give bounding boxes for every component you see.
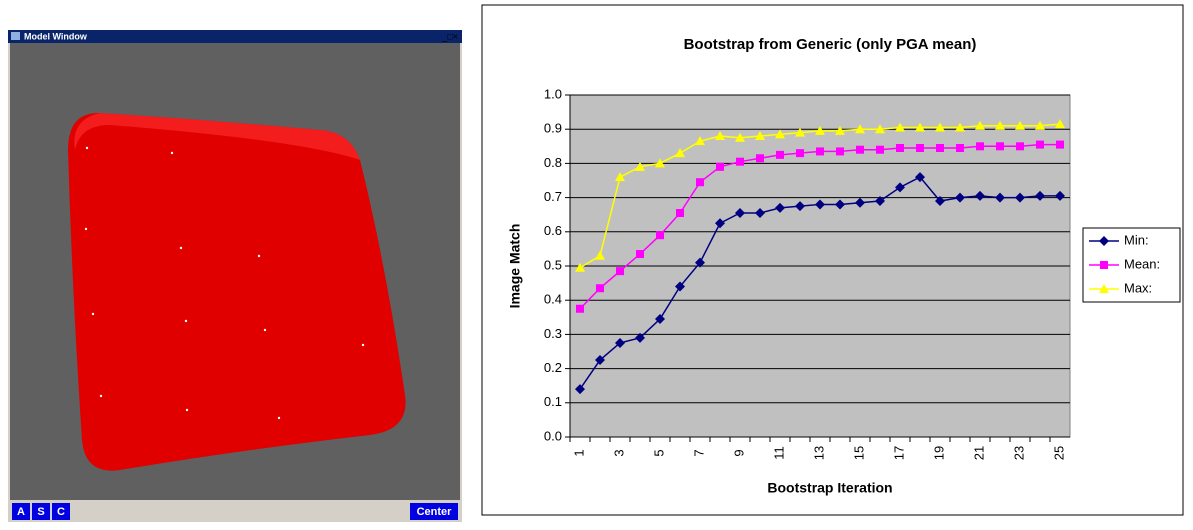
x-tick-label: 3: [611, 449, 626, 456]
marker: [736, 158, 744, 166]
legend-marker: [1100, 261, 1108, 269]
x-tick-label: 21: [971, 446, 986, 460]
window-controls[interactable]: _□×: [441, 31, 458, 41]
marker: [1036, 141, 1044, 149]
marker: [1016, 142, 1024, 150]
chart: Bootstrap from Generic (only PGA mean) B…: [482, 5, 1183, 515]
legend-label: Max:: [1124, 280, 1152, 295]
window-title: Model Window: [24, 31, 88, 41]
y-tick-label: 0.6: [544, 223, 562, 238]
marker: [796, 149, 804, 157]
red-model: [68, 113, 406, 471]
x-tick-label: 9: [731, 449, 746, 456]
marker: [996, 142, 1004, 150]
marker: [956, 144, 964, 152]
y-tick-label: 0.2: [544, 360, 562, 375]
toolbar-button-label[interactable]: C: [57, 506, 65, 518]
marker: [816, 147, 824, 155]
marker: [636, 250, 644, 258]
model-window: Model Window _□× AS C Center: [8, 30, 462, 522]
y-tick-label: 0.0: [544, 428, 562, 443]
y-tick-label: 0.5: [544, 257, 562, 272]
window-icon: [11, 32, 20, 40]
x-tick-label: 19: [931, 446, 946, 460]
marker: [876, 146, 884, 154]
marker: [616, 267, 624, 275]
x-axis-label: Bootstrap Iteration: [767, 480, 892, 496]
marker: [756, 154, 764, 162]
y-tick-label: 0.9: [544, 121, 562, 136]
x-tick-label: 7: [691, 449, 706, 456]
center-button-label[interactable]: Center: [417, 506, 453, 518]
marker: [896, 144, 904, 152]
marker: [916, 144, 924, 152]
y-tick-label: 0.3: [544, 326, 562, 341]
toolbar-button-label[interactable]: A: [17, 506, 25, 518]
y-axis-label: Image Match: [507, 224, 523, 309]
marker: [676, 209, 684, 217]
y-tick-label: 0.8: [544, 155, 562, 170]
marker: [696, 178, 704, 186]
y-tick-label: 1.0: [544, 86, 562, 101]
marker: [576, 305, 584, 313]
marker: [1056, 141, 1064, 149]
page: Model Window _□× AS C Center Bootstrap fr…: [0, 0, 1193, 525]
x-tick-label: 25: [1051, 446, 1066, 460]
x-tick-label: 13: [811, 446, 826, 460]
marker: [716, 163, 724, 171]
legend-label: Min:: [1124, 232, 1149, 247]
marker: [836, 147, 844, 155]
x-tick-label: 11: [771, 446, 786, 460]
x-tick-label: 23: [1011, 446, 1026, 460]
marker: [856, 146, 864, 154]
y-tick-label: 0.1: [544, 394, 562, 409]
x-tick-label: 15: [851, 446, 866, 460]
legend-label: Mean:: [1124, 256, 1160, 271]
marker: [656, 231, 664, 239]
toolbar: [10, 500, 460, 522]
marker: [596, 284, 604, 292]
x-tick-label: 1: [571, 449, 586, 456]
toolbar-button-label[interactable]: S: [37, 506, 44, 518]
x-tick-label: 17: [891, 446, 906, 460]
x-tick-label: 5: [651, 449, 666, 456]
chart-title: Bootstrap from Generic (only PGA mean): [684, 36, 977, 53]
marker: [776, 151, 784, 159]
marker: [936, 144, 944, 152]
marker: [976, 142, 984, 150]
y-tick-label: 0.4: [544, 292, 562, 307]
y-tick-label: 0.7: [544, 189, 562, 204]
